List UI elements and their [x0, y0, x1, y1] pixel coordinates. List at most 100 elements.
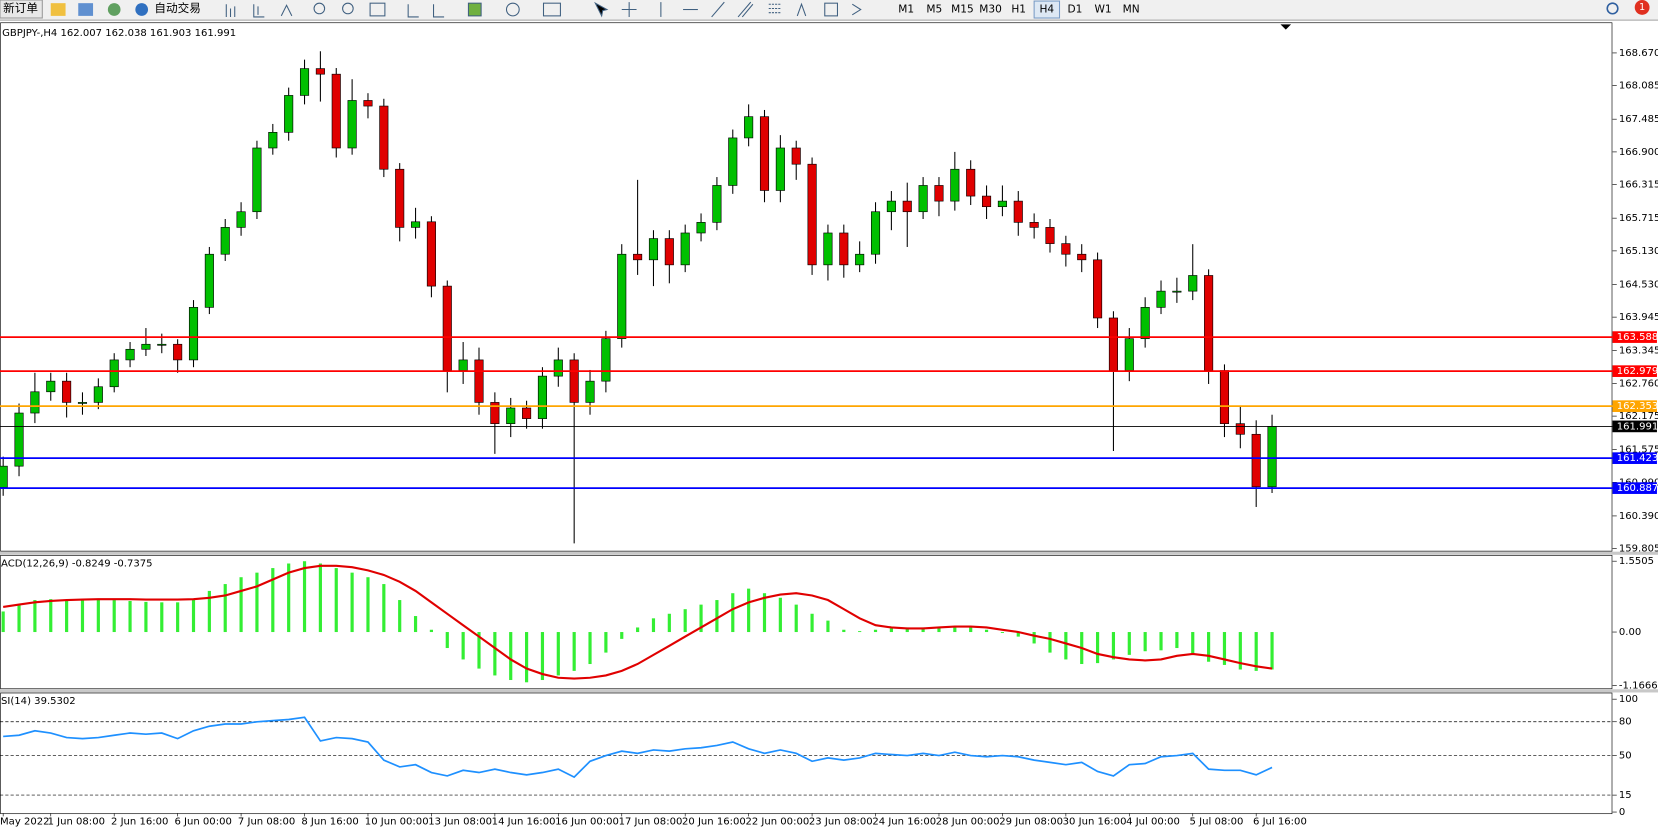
- notification-badge[interactable]: [1634, 0, 1650, 15]
- x-tick-label: 16 Jun 00:00: [555, 817, 619, 828]
- macd-bar: [461, 632, 465, 660]
- y-tick-label: -1.1666: [1619, 680, 1658, 691]
- macd-bar: [1191, 632, 1195, 655]
- candle-body: [1077, 253, 1087, 261]
- icon[interactable]: [253, 4, 265, 18]
- candle-body: [601, 338, 611, 382]
- symbol-info: GBPJPY-,H4 162.007 162.038 161.903 161.9…: [2, 28, 236, 39]
- y-tick-label: 1.5505: [1619, 556, 1654, 567]
- candle-body: [1172, 290, 1182, 293]
- candle-body: [680, 232, 690, 266]
- icon[interactable]: [768, 3, 782, 14]
- timeframe-button[interactable]: W1: [1094, 4, 1111, 16]
- candle-body: [173, 343, 183, 361]
- macd-bar: [33, 600, 37, 633]
- y-tick-label: 166.315: [1619, 180, 1658, 191]
- candle-body: [93, 386, 103, 403]
- y-tick-label: 164.530: [1619, 279, 1658, 290]
- icon[interactable]: [594, 1, 609, 18]
- x-tick-label: 23 Jun 08:00: [809, 817, 873, 828]
- separator: [0, 551, 1658, 555]
- icon[interactable]: [369, 2, 386, 17]
- timeframe-button[interactable]: M15: [951, 4, 974, 16]
- y-tick-label: 162.175: [1619, 411, 1658, 422]
- timeframe-button[interactable]: D1: [1068, 4, 1083, 16]
- macd-bar: [667, 613, 671, 633]
- macd-bar: [366, 577, 370, 633]
- icon[interactable]: [433, 4, 445, 18]
- auto-trading-label[interactable]: 自动交易: [154, 1, 200, 15]
- new-order-button[interactable]: [0, 0, 43, 19]
- icon[interactable]: [407, 4, 419, 18]
- macd-bar: [540, 632, 545, 681]
- icon[interactable]: [621, 2, 637, 17]
- icon[interactable]: [467, 2, 482, 17]
- candle-body: [299, 68, 310, 96]
- candle-body: [855, 253, 865, 266]
- timeframe-button[interactable]: M1: [898, 4, 914, 16]
- price-level-tag: [1612, 331, 1657, 343]
- new-order-label[interactable]: 新订单: [3, 1, 38, 15]
- macd-bar: [1032, 632, 1036, 644]
- candle-body: [188, 307, 199, 361]
- macd-bar: [937, 626, 941, 633]
- macd-bar: [858, 631, 862, 633]
- tool-icons[interactable]: [225, 1, 862, 18]
- y-tick-label: 168.085: [1619, 81, 1658, 92]
- icon[interactable]: [711, 1, 725, 18]
- y-tick-label: 163.345: [1619, 346, 1658, 357]
- x-tick-label: 8 Jun 16:00: [301, 817, 358, 828]
- price-level-label: 162.353: [1617, 401, 1658, 412]
- candle-body: [775, 147, 785, 191]
- y-tick-label: 100: [1619, 694, 1638, 705]
- macd-bar: [1111, 632, 1116, 660]
- macd-bar: [334, 568, 338, 633]
- icon[interactable]: [280, 4, 293, 17]
- timeframe-button[interactable]: MN: [1123, 4, 1140, 16]
- icon[interactable]: [135, 3, 149, 16]
- candle-body: [839, 232, 849, 266]
- separator: [0, 689, 1658, 693]
- candle-body: [331, 73, 341, 149]
- macd-bar: [1222, 632, 1227, 665]
- timeframe-button[interactable]: H1: [1011, 4, 1026, 16]
- icon[interactable]: [107, 3, 121, 16]
- y-tick-label: 167.485: [1619, 114, 1658, 125]
- timeframe-button[interactable]: M5: [926, 4, 942, 16]
- rsi-info: SI(14) 39.5302: [1, 696, 76, 707]
- icon[interactable]: [342, 2, 354, 15]
- icon[interactable]: [737, 1, 754, 18]
- price-level-tag: [1612, 400, 1657, 412]
- candle-body: [46, 380, 56, 393]
- auto-trading-button[interactable]: [133, 2, 199, 18]
- candle-body: [252, 147, 262, 213]
- candle-body: [759, 116, 770, 191]
- macd-bar: [398, 600, 402, 633]
- search-icon[interactable]: [1606, 2, 1619, 15]
- macd-signal: [3, 564, 1273, 680]
- icon[interactable]: [542, 2, 561, 17]
- timeframe-button[interactable]: M30: [979, 4, 1002, 16]
- icon[interactable]: [796, 2, 807, 17]
- plot: 168.670 168.085 167.485 166.900 166.315 165.7…: [0, 48, 1658, 828]
- badge-count[interactable]: 1: [1639, 2, 1645, 13]
- icon[interactable]: [851, 3, 862, 16]
- macd-bar: [1238, 632, 1242, 670]
- price-level-label: 161.423: [1617, 453, 1658, 464]
- macd-bar: [1095, 632, 1100, 664]
- icon[interactable]: [313, 2, 326, 15]
- icon[interactable]: [505, 2, 520, 17]
- icon[interactable]: [824, 2, 838, 17]
- timeframe-button[interactable]: H4: [1039, 4, 1054, 16]
- icon[interactable]: [50, 3, 66, 16]
- icon[interactable]: [225, 4, 236, 17]
- icon[interactable]: [78, 3, 94, 16]
- candle-body: [284, 95, 294, 133]
- toolbar: [0, 0, 1658, 21]
- macd-bar: [1064, 632, 1068, 660]
- x-tick-label: 20 Jun 16:00: [682, 817, 746, 828]
- macd-bar: [1, 611, 5, 633]
- x-tick-label: 4 Jul 00:00: [1126, 817, 1180, 828]
- macd-bar: [572, 632, 576, 671]
- timeframe-active[interactable]: [1033, 0, 1061, 19]
